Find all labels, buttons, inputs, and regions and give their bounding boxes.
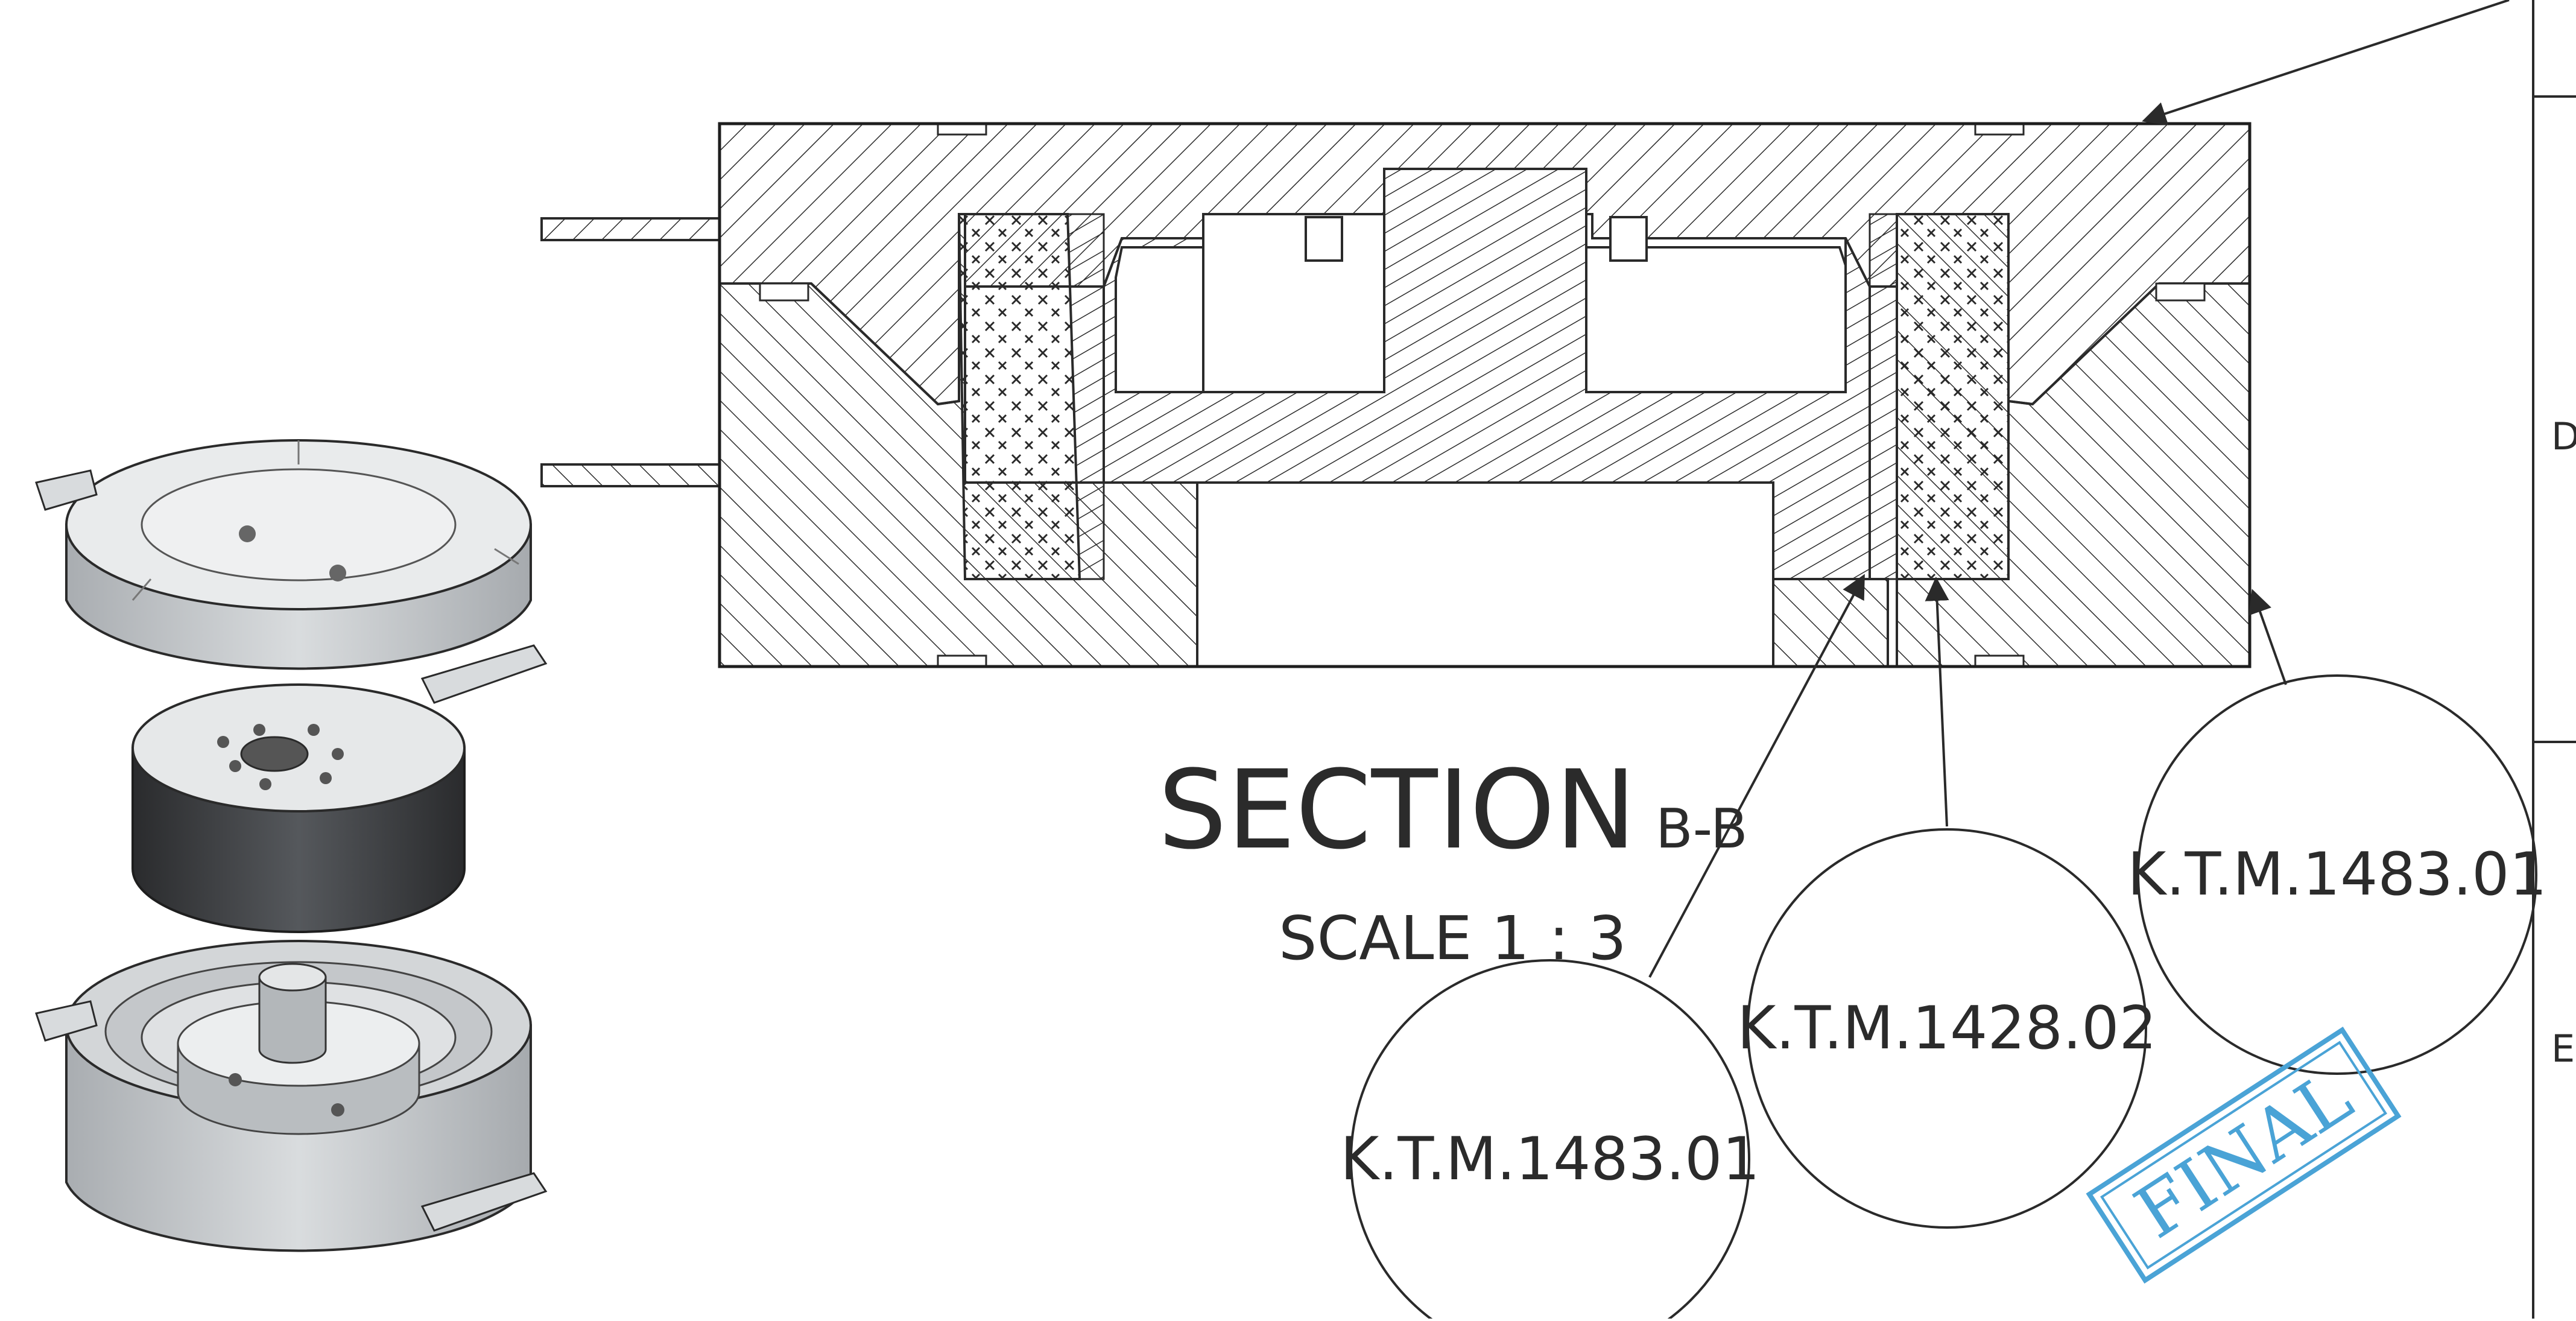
section-title-block: SECTION B-B SCALE 1 : 3 <box>1158 747 1748 974</box>
balloon-1: K.T.M.1483.01 <box>1340 959 1760 1321</box>
iso-base-housing <box>35 940 548 1252</box>
section-slot-right <box>1609 216 1648 262</box>
leader-line-2 <box>1925 577 1949 827</box>
isometric-assembly-view <box>35 439 548 1252</box>
balloon-3-label: K.T.M.1483.01 <box>2127 840 2547 909</box>
iso-top-cap <box>35 439 548 704</box>
section-view-b-b <box>540 122 2252 668</box>
iso-magnet-ring <box>131 683 466 933</box>
section-magnet-right <box>1896 213 2010 580</box>
section-air-gap-left <box>1115 246 1204 393</box>
balloon-3: K.T.M.1483.01 <box>2127 674 2547 1075</box>
section-tab-upper <box>540 217 721 241</box>
section-outline <box>718 122 2252 668</box>
section-bottom-cavity <box>1196 481 1774 668</box>
border-zone-d: D <box>2551 414 2576 458</box>
border-zone-e: E <box>2551 1027 2575 1071</box>
balloon-2-label: K.T.M.1428.02 <box>1737 994 2157 1063</box>
final-stamp-text: FINAL <box>2121 1055 2366 1255</box>
leader-line-top <box>2142 0 2510 125</box>
leader-line-1 <box>1648 574 1865 978</box>
section-id: B-B <box>1656 797 1748 861</box>
section-magnet-left <box>957 213 1081 580</box>
section-air-gap-right <box>1585 246 1847 393</box>
leader-line-3 <box>2248 589 2287 685</box>
section-tab-lower <box>540 463 721 487</box>
final-stamp: FINAL <box>2086 1027 2402 1284</box>
sheet-border: D E <box>2532 0 2576 1319</box>
balloon-1-label: K.T.M.1483.01 <box>1340 1125 1760 1194</box>
leader-lines <box>1648 0 2510 978</box>
section-slot-left <box>1305 216 1343 262</box>
balloon-2: K.T.M.1428.02 <box>1737 828 2157 1229</box>
section-title: SECTION <box>1158 747 1636 873</box>
